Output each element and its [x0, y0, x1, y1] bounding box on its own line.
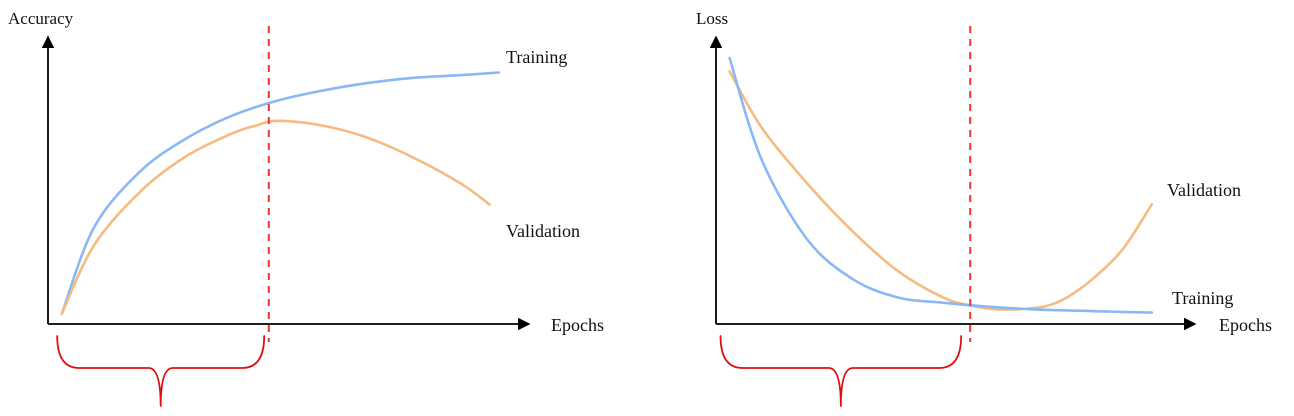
- series-line-training: [60, 71, 501, 316]
- series-label-validation: Validation: [506, 221, 580, 241]
- series-line-validation: [728, 70, 1154, 311]
- x-axis-label: Epochs: [551, 315, 604, 335]
- y-axis-label: Accuracy: [8, 9, 74, 28]
- series-label-validation: Validation: [1167, 180, 1241, 200]
- series-label-training: Training: [1172, 288, 1233, 308]
- range-brace: [719, 335, 963, 407]
- loss-chart: Loss Epochs Validation Training: [696, 9, 1272, 407]
- y-axis-label: Loss: [696, 9, 728, 28]
- series-label-training: Training: [506, 47, 567, 67]
- x-axis-label: Epochs: [1219, 315, 1272, 335]
- range-brace: [56, 335, 266, 407]
- series-line-validation: [60, 119, 491, 316]
- series-line-training: [728, 56, 1154, 314]
- accuracy-chart: Accuracy Epochs Training Validation: [8, 9, 604, 407]
